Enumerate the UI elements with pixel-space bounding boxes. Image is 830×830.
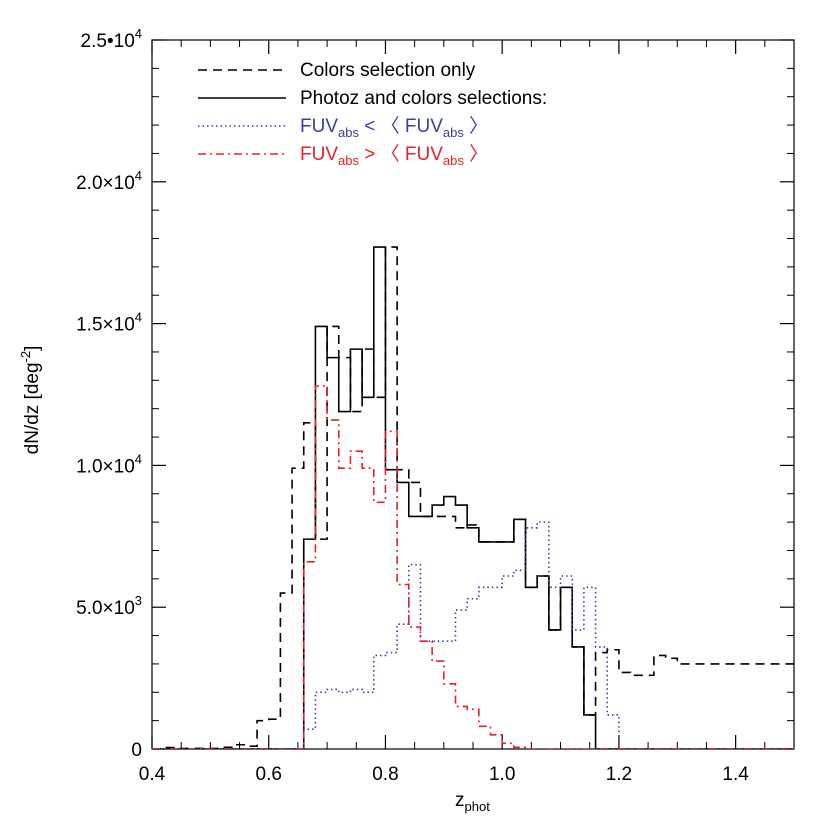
x-tick-label: 1.4 [722, 764, 749, 785]
y-tick-times: •10 [107, 31, 135, 52]
legend-sub: abs [338, 125, 359, 140]
legend-label-1: Photoz and colors selections: [300, 88, 547, 109]
y-tick-mantissa: 2.0 [76, 173, 102, 194]
legend-fuv: FUV [300, 144, 338, 165]
legend-sub2: abs [443, 125, 464, 140]
y-tick-exponent: 4 [135, 26, 142, 41]
y-tick-label: 0 [131, 740, 142, 761]
x-tick-label: 0.6 [256, 764, 282, 785]
legend: Colors selection only Photoz and colors s… [198, 60, 547, 168]
x-axis: 0.4 0.6 0.8 1.0 1.2 1.4 [139, 40, 766, 785]
x-axis-label: zphot [455, 790, 490, 814]
legend-label-2: FUVabs < 〈 FUVabs 〉 [300, 115, 488, 140]
legend-text: Photoz and colors selections: [300, 88, 547, 109]
y-axis-label-end: ] [22, 346, 43, 351]
legend-label-0: Colors selection only [300, 60, 476, 81]
y-tick-mantissa: 1.5 [76, 315, 102, 336]
y-tick-label: 5.0×103 [76, 593, 142, 619]
legend-op: < 〈 FUV [359, 115, 443, 137]
y-tick-exponent: 4 [135, 310, 142, 325]
y-tick-exponent: 3 [135, 593, 142, 608]
y-tick-label: 1.0×104 [76, 451, 142, 477]
y-tick-times: ×10 [103, 598, 135, 619]
series-line-photoz-colors [152, 246, 794, 749]
legend-fuv: FUV [300, 116, 338, 137]
y-tick-exponent: 4 [135, 168, 142, 183]
legend-close: 〉 [464, 115, 488, 137]
series-layer [152, 246, 794, 749]
series-line-colors-only [152, 246, 794, 749]
x-tick-label: 1.2 [606, 764, 632, 785]
legend-op: > 〈 FUV [359, 143, 443, 165]
y-axis-label-main: dN/dz [deg [22, 362, 43, 454]
y-tick-mantissa: 2.5 [81, 31, 107, 52]
legend-sub2: abs [443, 153, 464, 168]
y-tick-exponent: 4 [135, 451, 142, 466]
x-tick-label: 0.4 [139, 764, 166, 785]
legend-text: Colors selection only [300, 60, 476, 81]
x-axis-label-main: z [455, 790, 465, 811]
y-tick-times: ×10 [103, 456, 135, 477]
x-tick-label: 0.8 [372, 764, 398, 785]
x-tick-label: 1.0 [489, 764, 515, 785]
y-tick-label: 2.0×104 [76, 168, 142, 194]
y-axis-label: dN/dz [deg-2] [18, 346, 43, 455]
y-tick-times: ×10 [103, 173, 135, 194]
legend-sub: abs [338, 153, 359, 168]
legend-close: 〉 [464, 143, 488, 165]
x-axis-label-sub: phot [465, 799, 491, 814]
y-tick-mantissa: 5.0 [76, 598, 102, 619]
y-axis-label-sup: -2 [18, 351, 33, 363]
legend-label-3: FUVabs > 〈 FUVabs 〉 [300, 143, 488, 168]
y-tick-label: 2.5•104 [81, 26, 142, 52]
series-line-red [152, 385, 794, 749]
y-tick-label: 1.5×104 [76, 310, 142, 336]
y-tick-mantissa: 0 [131, 740, 142, 761]
y-tick-times: ×10 [103, 315, 135, 336]
series-line-blue [152, 521, 794, 749]
y-tick-mantissa: 1.0 [76, 456, 102, 477]
